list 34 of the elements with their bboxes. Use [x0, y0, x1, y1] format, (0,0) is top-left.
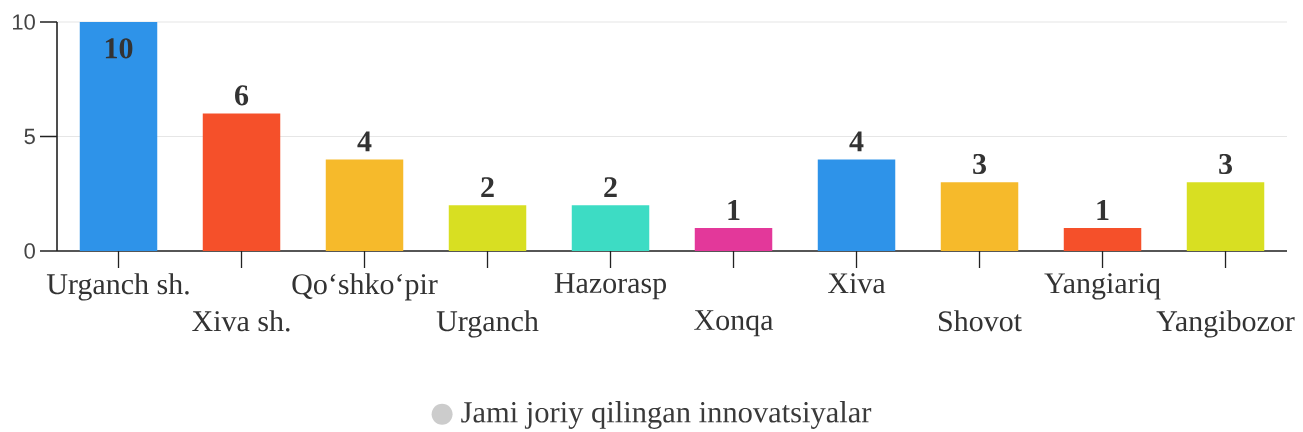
bar: [694, 228, 773, 251]
bar: [325, 159, 404, 251]
x-tick-label: Xiva sh.: [192, 310, 290, 332]
data-label: 6: [235, 85, 249, 106]
bar: [817, 159, 896, 251]
x-tick-label: Urganch: [436, 310, 539, 338]
x-tick-label: Hazorasp: [554, 273, 666, 300]
bar: [1186, 182, 1265, 251]
y-tick-label: 10: [13, 14, 35, 30]
bar: [79, 22, 158, 251]
data-label: 4: [849, 131, 864, 152]
x-tick-label: Yangiariq: [1044, 273, 1161, 300]
data-label: 3: [973, 153, 986, 175]
x-tick-label: Qo‘shko‘pir: [292, 273, 438, 301]
y-tick-label: 0: [24, 243, 35, 259]
data-label: 3: [1219, 153, 1232, 175]
bar: [571, 205, 650, 251]
x-tick-label: Urganch sh.: [46, 273, 189, 301]
y-tick-label: 5: [24, 128, 35, 145]
data-label: 2: [481, 177, 494, 197]
bar: [448, 205, 527, 251]
data-label: 4: [357, 131, 372, 152]
data-label: 1: [728, 200, 740, 220]
bar: [940, 182, 1019, 251]
bar: [202, 113, 281, 251]
bar: [1063, 228, 1142, 251]
data-label: 2: [604, 177, 617, 197]
text: Jami joriy qilingan innovatsiyalar: [461, 401, 872, 429]
x-tick-label: Yangibozor: [1156, 310, 1295, 338]
data-label: 1: [1097, 200, 1109, 220]
x-tick-label: Xonqa: [694, 310, 774, 337]
data-label: 10: [105, 38, 133, 59]
x-tick-label: Shovot: [939, 310, 1022, 332]
x-tick-label: Xiva: [828, 273, 886, 294]
